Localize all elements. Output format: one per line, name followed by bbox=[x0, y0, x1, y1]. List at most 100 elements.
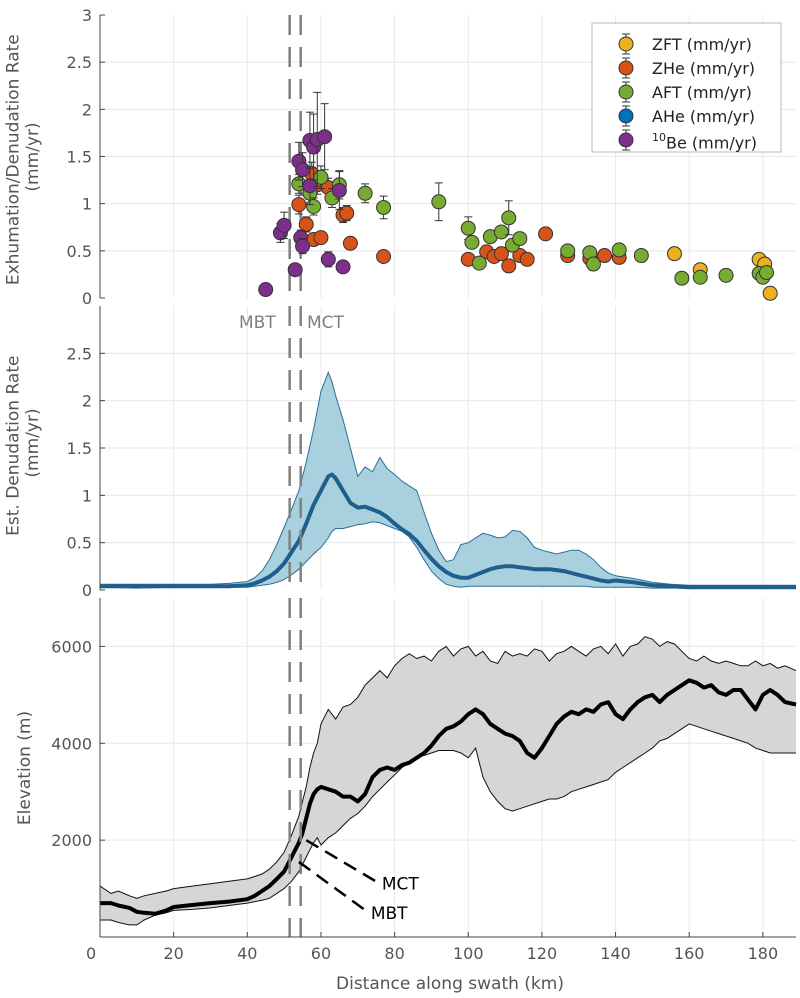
point-AFT-8 bbox=[431, 194, 447, 210]
point-AFT-13 bbox=[493, 224, 509, 240]
point-Be10-7 bbox=[295, 162, 311, 178]
denudation-ytick-label-0: 0 bbox=[82, 581, 92, 600]
denudation-ylabel-line1: Est. Denudation Rate bbox=[4, 356, 24, 536]
x-tick-label-180: 180 bbox=[748, 944, 779, 963]
point-AFT-27 bbox=[759, 265, 775, 281]
point-ZHe-9 bbox=[342, 235, 358, 251]
rate-ytick-label-4: 2 bbox=[82, 100, 92, 119]
legend-label-ZHe: ZHe (mm/yr) bbox=[652, 59, 755, 78]
point-AFT-9 bbox=[460, 220, 476, 236]
mct-label: MCT bbox=[307, 313, 345, 333]
point-ZHe-14 bbox=[493, 246, 509, 262]
point-Be10-12 bbox=[317, 129, 333, 145]
point-ZHe-10 bbox=[376, 248, 392, 264]
x-tick-label-100: 100 bbox=[453, 944, 484, 963]
elevation-marks bbox=[99, 636, 797, 926]
legend-sup-Be10: 10 bbox=[652, 131, 666, 144]
rate-scatter-ylabel-line2: (mm/yr) bbox=[23, 122, 43, 191]
x-tick-label-160: 160 bbox=[674, 944, 705, 963]
point-AFT-20 bbox=[611, 242, 627, 258]
point-ZHe-5 bbox=[313, 230, 329, 246]
legend-label-Be10: 10Be (mm/yr) bbox=[652, 131, 757, 152]
x-axis-label: Distance along swath (km) bbox=[336, 974, 564, 994]
mbt-label: MBT bbox=[239, 313, 276, 333]
point-AFT-2 bbox=[306, 198, 322, 214]
point-ZHe-17 bbox=[519, 251, 535, 267]
denudation-grid bbox=[100, 306, 796, 590]
rate-ytick-label-0: 0 bbox=[82, 289, 92, 308]
legend-label-AHe: AHe (mm/yr) bbox=[652, 107, 755, 126]
x-axis-ticks: 0 20 40 60 80 100 120 140 160 180 bbox=[86, 932, 796, 963]
point-ZHe-21 bbox=[597, 248, 613, 264]
elevation-panel: MCT MBT 2000 4000 6000 Elevation (m) 0 20 40 6… bbox=[15, 598, 797, 994]
elevation-ylabel: Elevation (m) bbox=[15, 711, 35, 825]
elevation-range-band bbox=[100, 636, 796, 925]
denudation-ytick-label-1: 0.5 bbox=[67, 534, 92, 553]
elevation-mean-line bbox=[100, 678, 797, 916]
point-AFT-11 bbox=[471, 255, 487, 271]
point-Be10-6 bbox=[295, 238, 311, 254]
point-AFT-7 bbox=[376, 199, 392, 215]
legend-label-AFT: AFT (mm/yr) bbox=[652, 83, 752, 102]
denudation-fault-lines bbox=[288, 306, 302, 590]
denudation-upper-line bbox=[100, 370, 796, 586]
point-AFT-24 bbox=[718, 267, 734, 283]
rate-scatter-legend: ZFT (mm/yr) ZHe (mm/yr) AFT (mm/yr) AHe (mm… bbox=[591, 22, 782, 153]
elevation-axes: 2000 4000 6000 bbox=[51, 598, 105, 937]
x-tick-label-40: 40 bbox=[237, 944, 257, 963]
point-AFT-19 bbox=[585, 256, 601, 272]
denudation-ytick-label-5: 2.5 bbox=[67, 344, 92, 363]
fault-annotation-label-mbt: MBT bbox=[371, 904, 408, 924]
point-Be10-13 bbox=[320, 251, 336, 267]
fault-annotation-label-mct: MCT bbox=[382, 875, 420, 895]
denudation-ytick-label-3: 1.5 bbox=[67, 439, 92, 458]
point-Be10-8 bbox=[302, 178, 318, 194]
point-ZHe-15 bbox=[501, 258, 517, 274]
legend-marker-AHe bbox=[618, 108, 634, 124]
point-ZHe-0 bbox=[291, 197, 307, 213]
denudation-ylabel-line2: (mm/yr) bbox=[23, 408, 43, 477]
point-AFT-17 bbox=[560, 243, 576, 259]
elevation-fault-lines bbox=[288, 598, 302, 937]
x-tick-label-20: 20 bbox=[163, 944, 183, 963]
elevation-ytick-label-1: 4000 bbox=[51, 734, 92, 753]
rate-scatter-axes: 0 0.5 1 1.5 2 2.5 3 bbox=[67, 6, 105, 308]
denudation-marks bbox=[99, 370, 796, 590]
point-Be10-0 bbox=[258, 282, 274, 298]
legend-marker-ZHe bbox=[618, 60, 634, 76]
denudation-ylabel: Est. Denudation Rate (mm/yr) bbox=[4, 350, 44, 536]
x-tick-label-80: 80 bbox=[384, 944, 404, 963]
legend-marker-ZFT bbox=[618, 36, 634, 52]
point-AFT-14 bbox=[501, 210, 517, 226]
point-ZFT-4 bbox=[762, 285, 778, 301]
point-Be10-15 bbox=[335, 259, 351, 275]
elevation-max-line bbox=[99, 636, 797, 899]
fault-annotation-line-mbt bbox=[298, 860, 370, 914]
point-ZHe-8 bbox=[339, 205, 355, 221]
point-Be10-3 bbox=[287, 262, 303, 278]
point-ZHe-1 bbox=[298, 216, 314, 232]
elevation-ytick-label-0: 2000 bbox=[51, 831, 92, 850]
rate-ytick-label-2: 1 bbox=[82, 195, 92, 214]
rate-scatter-points bbox=[258, 91, 778, 301]
point-Be10-14 bbox=[331, 182, 347, 198]
rate-ytick-label-1: 0.5 bbox=[67, 242, 92, 261]
point-AFT-10 bbox=[464, 234, 480, 250]
x-tick-label-60: 60 bbox=[311, 944, 331, 963]
denudation-ytick-label-2: 1 bbox=[82, 486, 92, 505]
point-AFT-21 bbox=[633, 248, 649, 264]
elevation-ytick-label-2: 6000 bbox=[51, 637, 92, 656]
rate-ytick-label-5: 2.5 bbox=[67, 53, 92, 72]
x-tick-label-0: 0 bbox=[86, 944, 96, 963]
point-ZHe-18 bbox=[538, 226, 554, 242]
legend-marker-Be10 bbox=[618, 132, 634, 148]
denudation-median-line bbox=[100, 472, 796, 590]
denudation-panel: 0 0.5 1 1.5 2 2.5 MBT MCT Est. Denudation Rat… bbox=[4, 306, 796, 600]
denudation-lower-line bbox=[99, 521, 796, 589]
point-ZFT-0 bbox=[666, 246, 682, 262]
legend-marker-AFT bbox=[618, 84, 634, 100]
point-AFT-6 bbox=[357, 185, 373, 201]
rate-scatter-ylabel-line1: Exhumation/Denudation Rate bbox=[4, 34, 24, 285]
rate-scatter-panel: 0 0.5 1 1.5 2 2.5 3 Exhumation/Denudation Rate… bbox=[4, 6, 796, 308]
rate-scatter-ylabel: Exhumation/Denudation Rate (mm/yr) bbox=[4, 29, 44, 285]
